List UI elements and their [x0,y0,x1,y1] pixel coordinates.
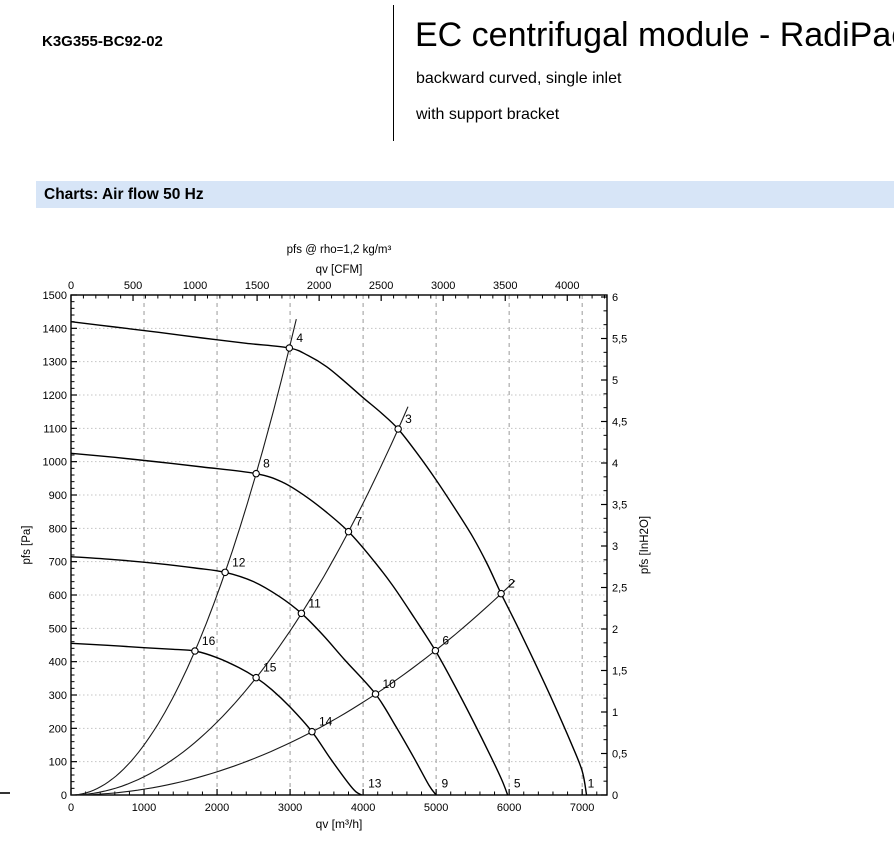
svg-text:800: 800 [49,523,67,535]
operating-point-label-12: 12 [232,555,246,569]
svg-text:1100: 1100 [43,423,67,435]
svg-text:400: 400 [49,657,67,669]
svg-text:600: 600 [49,590,67,602]
operating-point-marker-11 [297,609,306,618]
svg-text:100: 100 [49,757,67,769]
svg-text:3000: 3000 [431,280,455,292]
svg-text:0: 0 [68,280,74,292]
zero-flow-point-label-9: 9 [442,776,449,790]
page-title: EC centrifugal module - RadiPac [415,16,894,54]
bottom-axis-title: qv [m³/h] [316,817,363,831]
operating-point-marker-3 [394,425,402,433]
svg-text:4: 4 [612,458,618,470]
svg-text:500: 500 [49,623,67,635]
system-parabola-C [70,580,516,796]
operating-point-label-8: 8 [263,457,270,471]
svg-text:5: 5 [612,375,618,387]
svg-text:1300: 1300 [43,357,67,369]
svg-text:3000: 3000 [278,802,302,814]
svg-text:0,5: 0,5 [612,749,627,761]
operating-point-label-4: 4 [296,331,303,345]
operating-point-label-16: 16 [202,634,216,648]
system-parabola-A [70,318,297,796]
svg-text:0: 0 [61,790,67,802]
svg-text:1000: 1000 [132,802,156,814]
operating-point-marker-2 [497,589,505,598]
zero-flow-point-label-13: 13 [368,776,382,790]
svg-text:1200: 1200 [43,390,67,402]
svg-text:1400: 1400 [43,323,67,335]
operating-point-marker-15 [252,673,260,682]
operating-point-label-11: 11 [308,596,321,610]
svg-text:700: 700 [49,557,67,569]
zero-flow-point-label-5: 5 [514,776,521,790]
svg-text:900: 900 [49,490,67,502]
svg-text:1500: 1500 [43,290,67,302]
svg-text:5000: 5000 [424,802,448,814]
svg-text:2: 2 [612,624,618,636]
system-resistance-curves [70,318,516,796]
product-subtitle-2: with support bracket [416,106,560,123]
svg-text:3,5: 3,5 [612,500,627,512]
operating-point-marker-8 [252,469,260,478]
model-number: K3G355-BC92-02 [42,33,163,50]
svg-text:500: 500 [124,280,142,292]
svg-text:1,5: 1,5 [612,666,627,678]
chart-title: pfs @ rho=1,2 kg/m³ [287,244,392,256]
svg-text:0: 0 [68,802,74,814]
svg-text:4,5: 4,5 [612,417,627,429]
svg-text:1: 1 [612,707,618,719]
top-axis-title: qv [CFM] [316,264,363,276]
operating-point-marker-16 [191,647,199,655]
svg-text:6: 6 [612,292,618,304]
operating-point-label-15: 15 [263,661,277,675]
operating-point-marker-10 [371,690,380,698]
chart-frame [70,294,608,796]
operating-point-marker-4 [285,344,294,352]
operating-point-label-6: 6 [442,634,449,648]
operating-point-label-3: 3 [405,412,412,426]
left-axis-title: pfs [Pa] [21,526,33,565]
system-parabola-B [70,406,409,796]
svg-text:1000: 1000 [183,280,207,292]
chart-titles: pfs @ rho=1,2 kg/m³ qv [CFM] qv [m³/h] pfs … [21,244,651,831]
svg-text:300: 300 [49,690,67,702]
operating-point-label-10: 10 [383,677,397,691]
svg-text:7000: 7000 [570,802,594,814]
operating-point-marker-6 [431,646,440,655]
operating-point-marker-14 [308,727,316,736]
svg-text:2000: 2000 [307,280,331,292]
operating-points: 4 8 12 16 3 7 11 15 2 6 10 14 13 9 5 1 [191,331,595,790]
section-header-band: Charts: Air flow 50 Hz [36,181,894,208]
svg-text:4000: 4000 [555,280,579,292]
operating-point-label-7: 7 [355,515,362,529]
speed-curve-2 [70,452,509,796]
chart-gridlines [71,295,607,795]
speed-curve-max [70,320,588,796]
svg-text:2000: 2000 [205,802,229,814]
svg-text:5,5: 5,5 [612,334,627,346]
section-header-label: Charts: Air flow 50 Hz [44,185,204,203]
product-subtitle-1: backward curved, single inlet [416,70,622,87]
svg-text:6000: 6000 [497,802,521,814]
svg-text:200: 200 [49,723,67,735]
svg-text:0: 0 [612,790,618,802]
svg-text:3500: 3500 [493,280,517,292]
svg-text:1500: 1500 [245,280,269,292]
svg-text:1000: 1000 [43,457,67,469]
operating-point-label-14: 14 [319,715,333,729]
svg-text:3: 3 [612,541,618,553]
right-axis-title: pfs [InH2O] [639,516,651,574]
svg-text:2,5: 2,5 [612,583,627,595]
svg-text:4000: 4000 [351,802,375,814]
operating-point-label-2: 2 [508,577,515,591]
operating-point-marker-7 [344,527,353,536]
operating-point-marker-12 [221,568,229,577]
svg-text:2500: 2500 [369,280,393,292]
header-divider-line [393,5,394,141]
zero-flow-point-label-1: 1 [588,776,595,790]
